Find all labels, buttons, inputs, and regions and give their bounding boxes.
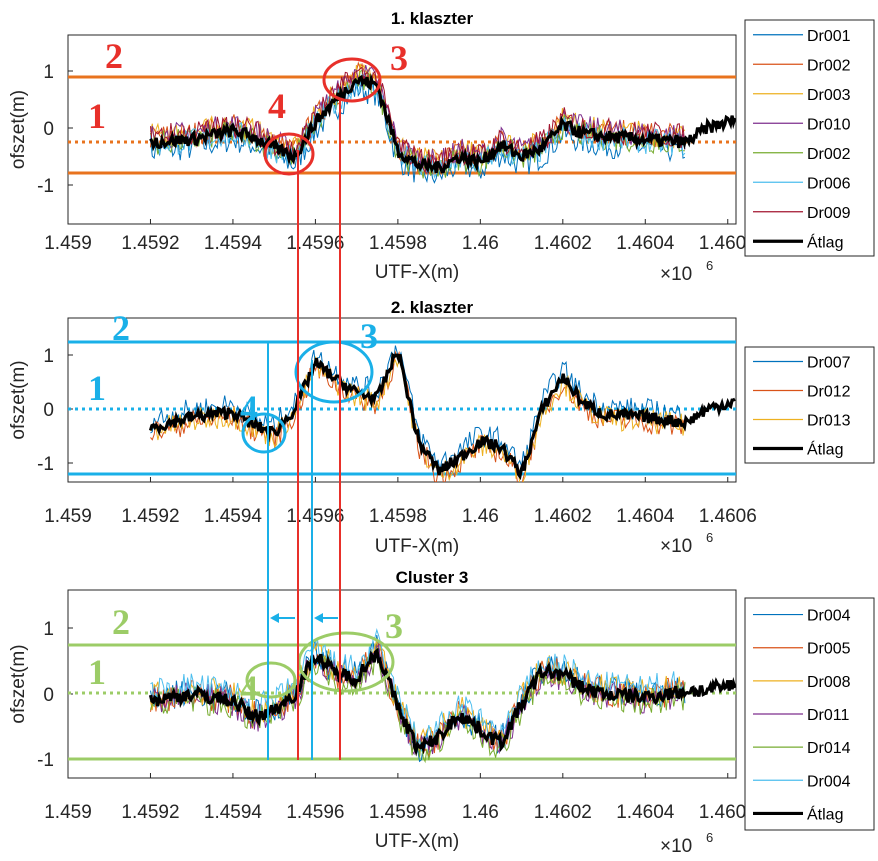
legend-entry: Dr010 — [807, 116, 851, 133]
y-tick-label: 1 — [43, 62, 54, 83]
y-tick-label: 0 — [43, 119, 54, 140]
region-number-1: 1 — [88, 368, 106, 408]
legend — [744, 346, 875, 464]
legend-entry: Dr005 — [807, 641, 851, 658]
panel-2: 2. klaszter 1.459 1.4592 1.4594 1.4596 1.4598… — [8, 298, 875, 557]
y-tick-label: -1 — [37, 750, 54, 771]
region-number-3: 3 — [385, 606, 403, 646]
x-tick-label: 1.4592 — [121, 802, 179, 823]
legend-entry: Dr013 — [807, 413, 851, 430]
region-number-4: 4 — [240, 388, 258, 428]
arrowhead-2 — [314, 613, 323, 623]
legend-entry: Dr001 — [807, 28, 851, 45]
legend-entry: Dr014 — [807, 740, 851, 757]
series-line-dr012 — [150, 350, 686, 482]
region-circle-3 — [322, 57, 382, 103]
x-tick-label: 1.4594 — [204, 506, 263, 527]
legend-entry: Dr009 — [807, 205, 851, 222]
x-axis-label: UTF-X(m) — [375, 262, 459, 283]
plot-area — [67, 317, 737, 483]
series-line-dr006 — [150, 73, 686, 179]
chart-title: 1. klaszter — [391, 9, 474, 28]
x-tick-label: 1.4592 — [121, 233, 179, 254]
y-axis-label: ofszet(m) — [8, 644, 29, 723]
x-tick-label: 1.4596 — [286, 506, 344, 527]
x-axis-label: UTF-X(m) — [375, 536, 459, 557]
region-number-3: 3 — [390, 38, 408, 78]
x-tick-label: 1.4594 — [204, 802, 263, 823]
legend-entry: Dr008 — [807, 674, 851, 691]
legend-entry: Dr004 — [807, 608, 851, 625]
x-tick-label: 1.4602 — [534, 233, 592, 254]
x-tick-label: 1.459 — [44, 506, 92, 527]
x-exponent: ×10 — [660, 264, 692, 285]
y-tick-label: 1 — [43, 346, 54, 367]
y-tick-label: -1 — [37, 454, 54, 475]
x-exponent-power: 6 — [706, 258, 713, 273]
legend-entry: Átlag — [807, 440, 843, 459]
panel-1: 1. klaszter 1.459 1.4592 1.4594 1.4596 1.4598… — [8, 9, 875, 285]
x-tick-label: 1.4606 — [699, 802, 757, 823]
x-tick-label: 1.4594 — [204, 233, 263, 254]
region-circle-4 — [241, 412, 287, 454]
x-tick-label: 1.4596 — [286, 233, 344, 254]
y-axis-label: ofszet(m) — [8, 360, 29, 439]
y-tick-label: 1 — [43, 619, 54, 640]
x-exponent-power: 6 — [706, 530, 713, 545]
panel-3: Cluster 3 1.459 1.4592 1.4594 1.4596 1.4598 1.… — [8, 568, 875, 857]
x-tick-label: 1.4598 — [369, 506, 427, 527]
x-tick-label: 1.46 — [462, 506, 499, 527]
region-number-2: 2 — [105, 36, 123, 76]
legend-entry: Átlag — [807, 804, 843, 823]
x-tick-label: 1.4604 — [616, 802, 675, 823]
x-tick-label: 1.46 — [462, 802, 499, 823]
region-circle-3 — [294, 340, 374, 404]
x-tick-label: 1.4598 — [369, 802, 427, 823]
x-exponent-power: 6 — [706, 830, 713, 845]
x-tick-label: 1.4606 — [699, 506, 757, 527]
y-tick-label: 0 — [43, 400, 54, 421]
legend-entry: Dr002 — [807, 146, 851, 163]
y-tick-label: 0 — [43, 685, 54, 706]
legend-entry: Dr012 — [807, 384, 851, 401]
x-tick-label: 1.4602 — [534, 802, 592, 823]
x-tick-label: 1.4592 — [121, 506, 179, 527]
legend-entry: Dr007 — [807, 355, 851, 372]
legend-entry: Dr004 — [807, 773, 851, 790]
region-number-4: 4 — [268, 86, 286, 126]
series-line-mean — [148, 647, 736, 757]
region-number-2: 2 — [112, 308, 130, 348]
x-tick-label: 1.4602 — [534, 506, 592, 527]
chart-title: Cluster 3 — [396, 568, 469, 587]
x-tick-label: 1.4604 — [616, 233, 675, 254]
y-axis-label: ofszet(m) — [8, 90, 29, 169]
region-circle-4 — [263, 132, 315, 176]
region-number-3: 3 — [360, 316, 378, 356]
x-tick-label: 1.4598 — [369, 233, 427, 254]
x-exponent: ×10 — [660, 536, 692, 557]
x-tick-label: 1.459 — [44, 802, 92, 823]
legend-entry: Dr006 — [807, 175, 851, 192]
region-circle-4 — [245, 661, 297, 699]
legend-entry: Dr011 — [807, 707, 849, 724]
chart-title: 2. klaszter — [391, 298, 474, 317]
x-tick-label: 1.4604 — [616, 506, 675, 527]
x-tick-label: 1.459 — [44, 233, 92, 254]
legend-entry: Átlag — [807, 232, 843, 251]
y-tick-label: -1 — [37, 176, 54, 197]
arrowhead-1 — [270, 613, 279, 623]
x-tick-label: 1.4606 — [699, 233, 757, 254]
x-tick-label: 1.4596 — [286, 802, 344, 823]
legend — [744, 19, 875, 257]
series-line-mean — [149, 73, 736, 174]
region-number-1: 1 — [88, 652, 106, 692]
x-axis-label: UTF-X(m) — [375, 831, 459, 852]
x-exponent: ×10 — [660, 836, 692, 857]
x-tick-label: 1.46 — [462, 233, 499, 254]
region-number-2: 2 — [112, 602, 130, 642]
region-number-1: 1 — [88, 96, 106, 136]
legend-entry: Dr003 — [807, 87, 851, 104]
legend-entry: Dr002 — [807, 57, 851, 74]
